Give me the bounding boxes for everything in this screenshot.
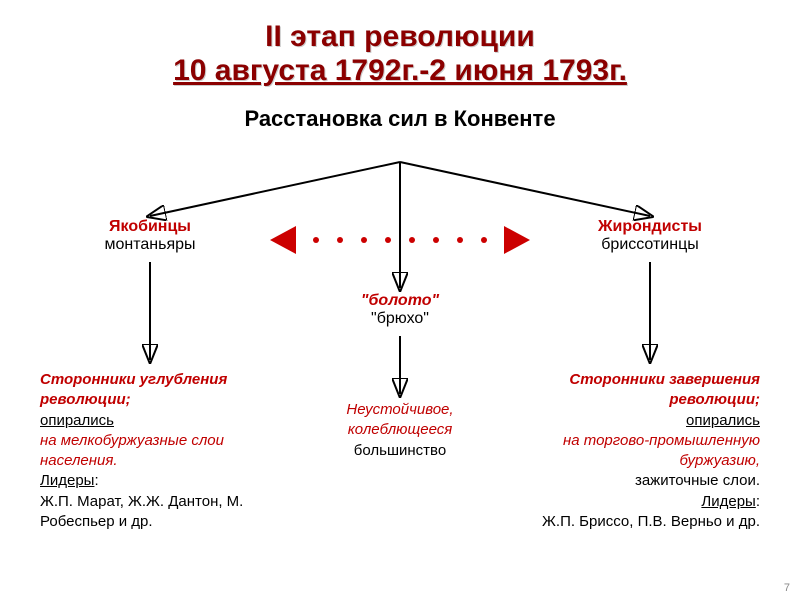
swamp-desc1: Неустойчивое, bbox=[346, 401, 453, 418]
dot bbox=[385, 237, 391, 243]
dot bbox=[361, 237, 367, 243]
swamp-desc3: большинство bbox=[354, 442, 446, 459]
girondists-relied-on2: зажиточные слои. bbox=[635, 472, 760, 489]
girondists-name: Жирондисты bbox=[560, 218, 740, 236]
swamp-desc: Неустойчивое, колеблющееся большинство bbox=[0, 400, 800, 461]
subtitle: Расстановка сил в Конвенте bbox=[0, 106, 800, 132]
swamp-label: "болото" "брюхо" bbox=[0, 292, 800, 328]
page-number: 7 bbox=[784, 582, 790, 594]
swamp-desc2: колеблющееся bbox=[348, 421, 453, 438]
jacobins-name: Якобинцы bbox=[60, 218, 240, 236]
girondists-leaders: Ж.П. Бриссо, П.В. Верньо и др. bbox=[542, 513, 760, 530]
arrow-root-right bbox=[400, 162, 650, 216]
triangle-left-icon bbox=[270, 226, 296, 254]
title-line2: 10 августа 1792г.-2 июня 1793г. bbox=[0, 54, 800, 88]
arrow-root-left bbox=[150, 162, 400, 216]
jacobins-leaders: Ж.П. Марат, Ж.Ж. Дантон, М. Робеспьер и … bbox=[40, 493, 243, 530]
swamp-alt: "брюхо" bbox=[0, 310, 800, 328]
girondists-alt: бриссотинцы bbox=[560, 236, 740, 254]
dots-row bbox=[270, 226, 530, 254]
dot bbox=[337, 237, 343, 243]
title-line1: II этап революции bbox=[0, 20, 800, 54]
girondists-leaders-label: Лидеры bbox=[701, 493, 755, 510]
dot bbox=[409, 237, 415, 243]
triangle-right-icon bbox=[504, 226, 530, 254]
swamp-name: "болото" bbox=[0, 292, 800, 310]
dot bbox=[433, 237, 439, 243]
dot bbox=[457, 237, 463, 243]
girondists-label: Жирондисты бриссотинцы bbox=[560, 218, 740, 254]
jacobins-alt: монтаньяры bbox=[60, 236, 240, 254]
main-title: II этап революции 10 августа 1792г.-2 ию… bbox=[0, 0, 800, 88]
dots bbox=[313, 237, 487, 243]
dot bbox=[481, 237, 487, 243]
jacobins-label: Якобинцы монтаньяры bbox=[60, 218, 240, 254]
dot bbox=[313, 237, 319, 243]
jacobins-leaders-label: Лидеры bbox=[40, 472, 94, 489]
